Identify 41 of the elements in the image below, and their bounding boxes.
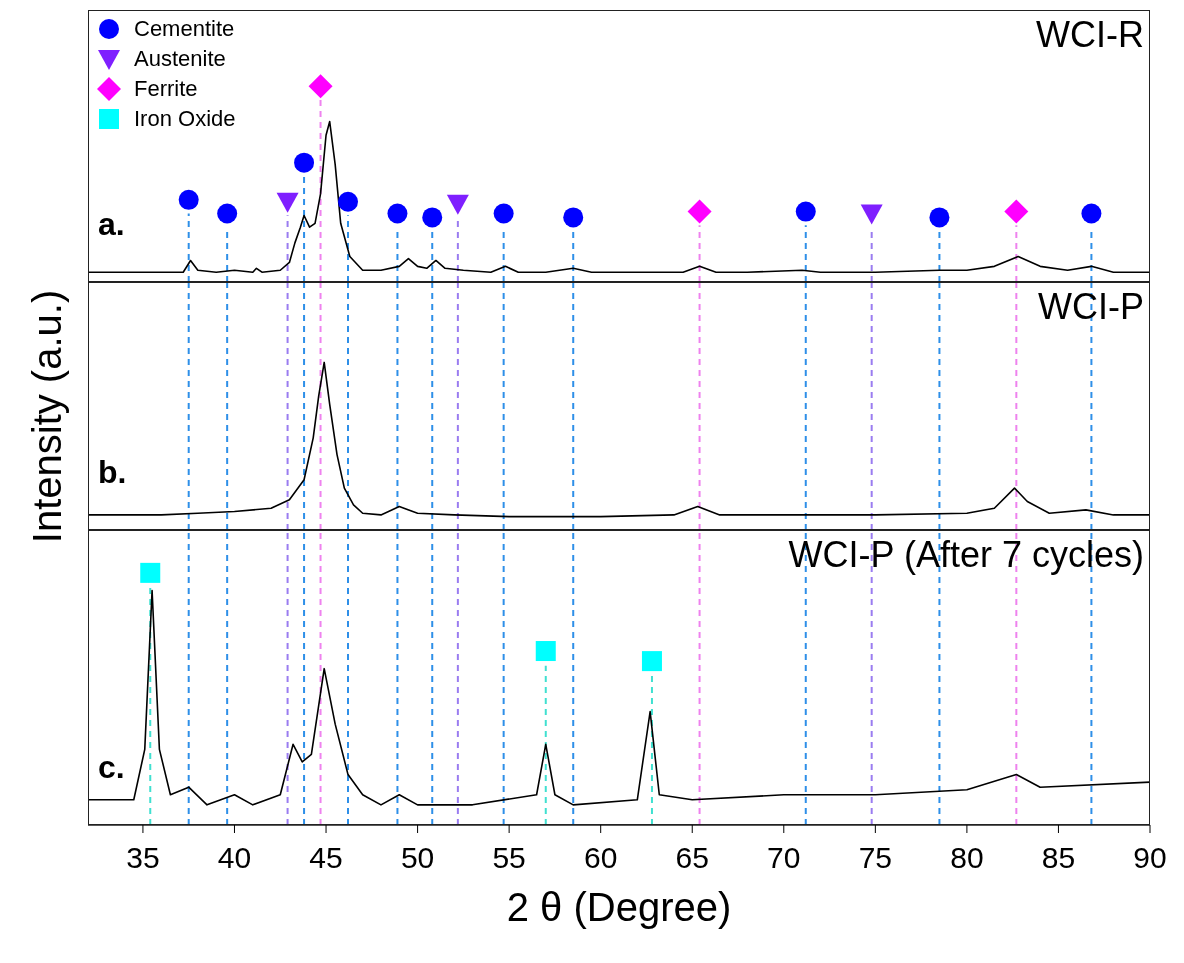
x-tick-label: 75: [858, 841, 893, 875]
x-tick-label: 45: [309, 841, 343, 875]
y-axis-title: Intensity (a.u.): [24, 289, 69, 544]
point: [563, 207, 584, 228]
point: [217, 203, 238, 224]
point: [422, 207, 443, 228]
x-tick-label: 90: [1133, 841, 1167, 875]
point: [387, 203, 408, 224]
point: [1081, 203, 1102, 224]
x-tick-label: 85: [1041, 841, 1076, 875]
legend-label: Austenite: [134, 46, 226, 72]
x-tick-label: 55: [492, 841, 526, 875]
point: [687, 199, 712, 224]
x-tick-label: 70: [767, 841, 801, 875]
x-tick-label: 60: [584, 841, 618, 875]
x-tick-label: 80: [950, 841, 984, 875]
legend-label: Cementite: [134, 16, 235, 42]
point: [493, 203, 514, 224]
x-tick-label: 65: [675, 841, 709, 875]
legend-label: Iron Oxide: [134, 106, 236, 132]
point: [1004, 199, 1029, 224]
annotation: b.: [98, 454, 127, 490]
annotation: c.: [98, 749, 125, 785]
text: WCI-R: [1036, 14, 1144, 56]
point: [795, 201, 816, 222]
point: [308, 74, 333, 99]
annotation: a.: [98, 206, 125, 242]
legend-label: Ferrite: [134, 76, 198, 102]
point: [338, 191, 359, 212]
point: [276, 192, 299, 213]
x-tick-label: 40: [217, 841, 252, 875]
point: [446, 194, 469, 215]
point: [178, 189, 199, 210]
x-tick-label: 35: [126, 841, 160, 875]
point: [929, 207, 950, 228]
x-tick-label: 50: [400, 841, 435, 875]
point: [860, 204, 883, 225]
x-axis-title: 2 θ (Degree): [505, 884, 733, 931]
point: [294, 152, 315, 173]
text: WCI-P: [1038, 286, 1144, 328]
annotation: WCI-P (After 7 cycles): [788, 534, 1144, 576]
